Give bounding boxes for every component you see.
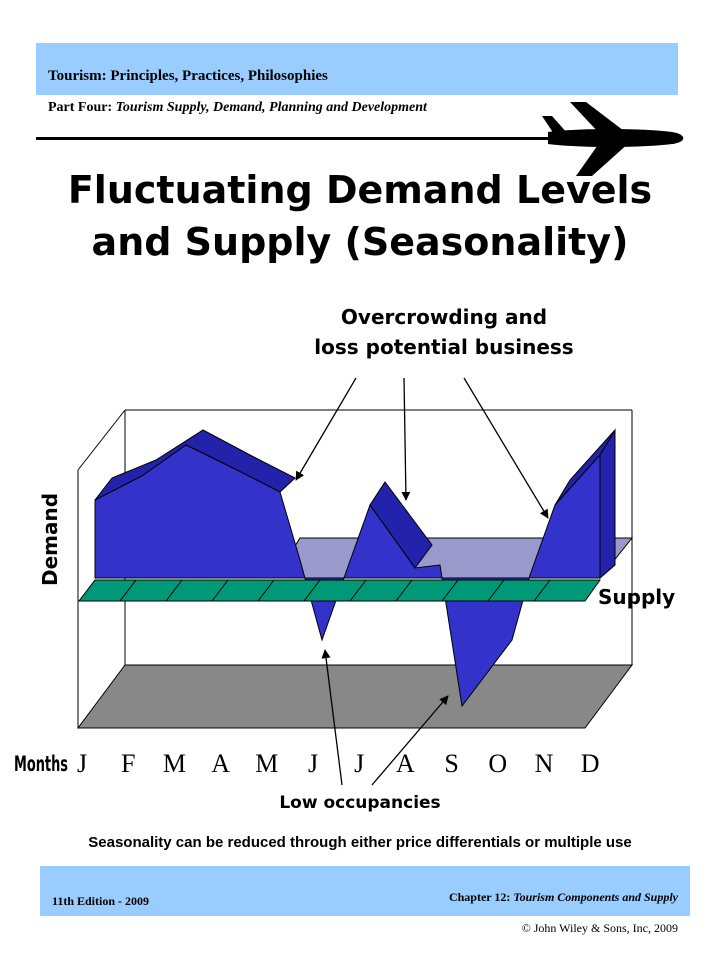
floor-plane	[77, 664, 633, 729]
airplane-icon	[542, 102, 684, 176]
month-label: J	[77, 749, 87, 778]
book-title: Tourism: Principles, Practices, Philosop…	[48, 68, 328, 84]
supply-label: Supply	[598, 585, 675, 609]
annotation-arrows	[295, 377, 549, 786]
part-line: Part Four: Tourism Supply, Demand, Plann…	[48, 100, 427, 116]
header-rule	[36, 137, 576, 140]
arrow-overcrowding-2	[401, 377, 411, 501]
arrow-overcrowding-3	[463, 377, 549, 519]
months-label: Months	[14, 752, 68, 776]
month-label: N	[535, 749, 554, 778]
chapter-label: Chapter 12:	[448, 890, 511, 904]
arrow-low-2	[371, 695, 449, 786]
month-label: M	[163, 749, 186, 778]
page-title: Fluctuating Demand Levels and Supply (Se…	[0, 164, 720, 268]
demand-ribbon	[94, 428, 616, 708]
month-label: S	[444, 749, 458, 778]
footer-band	[40, 866, 690, 916]
arrow-low-1	[321, 649, 343, 786]
month-label: J	[308, 749, 318, 778]
title-line-1: Fluctuating Demand Levels	[67, 168, 653, 212]
month-label: A	[396, 749, 415, 778]
title-line-2: and Supply (Seasonality)	[91, 220, 629, 264]
caption: Seasonality can be reduced through eithe…	[88, 834, 632, 851]
part-label: Part Four:	[48, 100, 113, 115]
chapter-title: Tourism Components and Supply	[513, 890, 678, 904]
supply-band	[77, 579, 601, 602]
annotation-low-occupancies: Low occupancies	[279, 793, 440, 813]
seasonality-diagram: Overcrowding and loss potential business…	[14, 305, 675, 813]
copyright: © John Wiley & Sons, Inc, 2009	[521, 921, 678, 935]
supply-band-face	[77, 579, 601, 602]
annotation-overcrowding-line-1: Overcrowding and	[341, 305, 547, 329]
part-title: Tourism Supply, Demand, Planning and Dev…	[115, 100, 427, 115]
month-label: F	[121, 749, 135, 778]
month-label: M	[255, 749, 278, 778]
month-label: O	[488, 749, 507, 778]
y-axis-label: Demand	[38, 493, 62, 586]
annotation-overcrowding-line-2: loss potential business	[314, 335, 573, 359]
header-band	[36, 43, 678, 95]
chapter-line: Chapter 12: Tourism Components and Suppl…	[449, 890, 678, 905]
demand-side-face	[599, 428, 616, 580]
arrow-overcrowding-1	[295, 377, 357, 481]
month-label: D	[581, 749, 600, 778]
month-label: J	[354, 749, 364, 778]
month-label: A	[211, 749, 230, 778]
edition-label: 11th Edition - 2009	[52, 894, 150, 908]
